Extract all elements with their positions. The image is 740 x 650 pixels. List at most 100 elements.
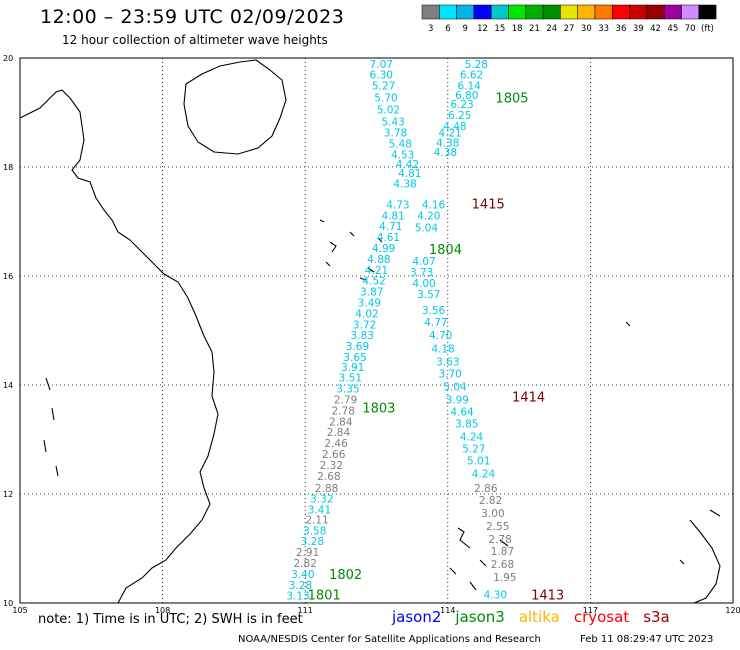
wave-height-label: 2.68 bbox=[317, 471, 340, 483]
colorbar-swatch bbox=[629, 4, 648, 20]
coastline bbox=[19, 59, 721, 604]
lon-tick-label: 108 bbox=[155, 606, 170, 615]
wave-height-label: 3.57 bbox=[417, 289, 440, 301]
wave-height-label: 4.81 bbox=[381, 210, 404, 222]
wave-height-label: 2.11 bbox=[305, 514, 328, 526]
wave-height-label: 2.84 bbox=[329, 416, 353, 428]
wave-height-label: 3.32 bbox=[310, 494, 333, 506]
wave-height-label: 2.88 bbox=[315, 483, 338, 495]
wave-height-label: 3.99 bbox=[446, 395, 469, 407]
wave-height-label: 4.07 bbox=[412, 256, 435, 268]
wave-height-label: 4.30 bbox=[484, 590, 507, 602]
pass-time-label: 1805 bbox=[495, 92, 528, 107]
colorbar-label: 42 bbox=[650, 24, 661, 34]
colorbar-swatch bbox=[525, 4, 544, 20]
wave-height-label: 3.63 bbox=[436, 356, 459, 368]
lat-tick-label: 10 bbox=[3, 599, 13, 608]
lon-tick-label: 117 bbox=[583, 606, 598, 615]
wave-height-label: 2.46 bbox=[324, 438, 348, 450]
wave-height-label: 4.73 bbox=[386, 199, 409, 211]
legend-s3a: s3a bbox=[643, 608, 670, 626]
lat-tick-label: 14 bbox=[3, 381, 13, 390]
wave-height-label: 3.83 bbox=[351, 330, 374, 342]
wave-height-label: 4.00 bbox=[412, 278, 435, 290]
wave-height-label: 4.18 bbox=[431, 343, 454, 355]
wave-height-label: 2.78 bbox=[332, 405, 355, 417]
wave-height-label: 3.13 bbox=[286, 591, 309, 603]
wave-height-label: 4.02 bbox=[355, 308, 378, 320]
pass-time-label: 1801 bbox=[308, 589, 341, 604]
wave-height-label: 5.01 bbox=[467, 456, 490, 468]
spratly-features bbox=[449, 321, 721, 604]
pass-time-label: 1414 bbox=[512, 390, 545, 405]
wave-height-label: 4.38 bbox=[393, 179, 416, 191]
footer-note: note: 1) Time is in UTC; 2) SWH is in fe… bbox=[38, 612, 303, 627]
lat-tick-label: 12 bbox=[3, 490, 13, 499]
pass-time-label: 1415 bbox=[472, 197, 505, 212]
wave-height-label: 3.28 bbox=[301, 536, 324, 548]
wave-height-label: 3.72 bbox=[353, 319, 376, 331]
wave-height-label: 6.80 bbox=[455, 90, 478, 102]
lat-tick-label: 20 bbox=[3, 54, 13, 63]
wave-height-label: 1.87 bbox=[491, 546, 514, 558]
wave-height-label: 3.85 bbox=[455, 419, 478, 431]
wave-height-label: 3.65 bbox=[343, 352, 366, 364]
wave-height-label: 4.24 bbox=[460, 432, 484, 444]
wave-height-label: 3.58 bbox=[303, 525, 326, 537]
colorbar-label: 39 bbox=[633, 24, 644, 34]
wave-height-label: 4.21 bbox=[438, 127, 461, 139]
wave-height-label: 2.68 bbox=[491, 559, 514, 571]
wave-height-label: 4.88 bbox=[367, 254, 390, 266]
wave-height-label: 4.48 bbox=[443, 121, 466, 133]
wave-height-label: 2.66 bbox=[322, 449, 346, 461]
colorbar-swatch bbox=[490, 4, 509, 20]
wave-height-label: 6.23 bbox=[450, 99, 473, 111]
wave-height-label: 2.79 bbox=[334, 395, 357, 407]
wave-height-label: 4.81 bbox=[398, 168, 421, 180]
generated-timestamp: Feb 11 08:29:47 UTC 2023 bbox=[580, 634, 714, 645]
wave-height-label: 3.69 bbox=[346, 341, 369, 353]
satellite-pass-labels: 1805 1415 1804 1414 1803 1802 1413 1801 bbox=[308, 92, 565, 604]
axis-tick-labels: 105 108 111 114 117 120 20 18 16 14 12 10 bbox=[3, 54, 740, 615]
paracel-islands bbox=[319, 219, 383, 281]
colorbar-swatch bbox=[698, 4, 717, 20]
colorbar-swatch bbox=[646, 4, 665, 20]
wave-height-label: 4.70 bbox=[429, 330, 452, 342]
wave-height-label: 3.35 bbox=[336, 384, 359, 396]
colorbar-label: 12 bbox=[477, 24, 488, 34]
colorbar-label: 45 bbox=[667, 24, 678, 34]
colorbar-label: 30 bbox=[581, 24, 592, 34]
colorbar-swatch bbox=[681, 4, 700, 20]
wave-height-label: 5.27 bbox=[372, 81, 395, 93]
wave-height-label: 5.27 bbox=[462, 444, 485, 456]
lon-tick-label: 120 bbox=[725, 606, 740, 615]
wave-height-label: 3.91 bbox=[341, 362, 364, 374]
colorbar-label: 21 bbox=[529, 24, 540, 34]
wave-height-label: 4.61 bbox=[377, 232, 400, 244]
wave-height-label: 5.48 bbox=[389, 138, 412, 150]
wave-height-label: 4.53 bbox=[391, 149, 414, 161]
lon-tick-label: 114 bbox=[440, 606, 455, 615]
wave-height-label: 2.82 bbox=[294, 558, 317, 570]
wave-height-label: 3.49 bbox=[358, 298, 381, 310]
wave-height-label: 4.99 bbox=[372, 243, 395, 255]
wave-height-label: 6.30 bbox=[370, 70, 393, 82]
legend-altika: altika bbox=[518, 608, 560, 626]
wave-height-label: 4.24 bbox=[472, 469, 496, 481]
pass-time-label: 1413 bbox=[531, 589, 564, 604]
wave-height-label: 3.56 bbox=[422, 305, 446, 317]
gulf-islands bbox=[43, 377, 59, 477]
lat-tick-label: 18 bbox=[3, 163, 13, 172]
wave-height-label: 2.32 bbox=[320, 460, 343, 472]
wave-height-label: 4.38 bbox=[434, 147, 457, 159]
map-frame bbox=[19, 57, 734, 604]
wave-height-labels: 7.07 5.28 6.30 6.62 5.27 6.14 5.70 6.806.23 5.02… bbox=[286, 59, 516, 603]
colorbar-label: 33 bbox=[598, 24, 609, 34]
colorbar-swatch bbox=[612, 4, 630, 20]
colorbar-swatch bbox=[439, 4, 457, 20]
wave-height-label: 3.87 bbox=[360, 287, 383, 299]
wave-height-label: 2.86 bbox=[474, 483, 498, 495]
colorbar-swatch bbox=[421, 4, 440, 20]
colorbar-swatch bbox=[577, 4, 596, 20]
colorbar-swatch bbox=[473, 4, 492, 20]
